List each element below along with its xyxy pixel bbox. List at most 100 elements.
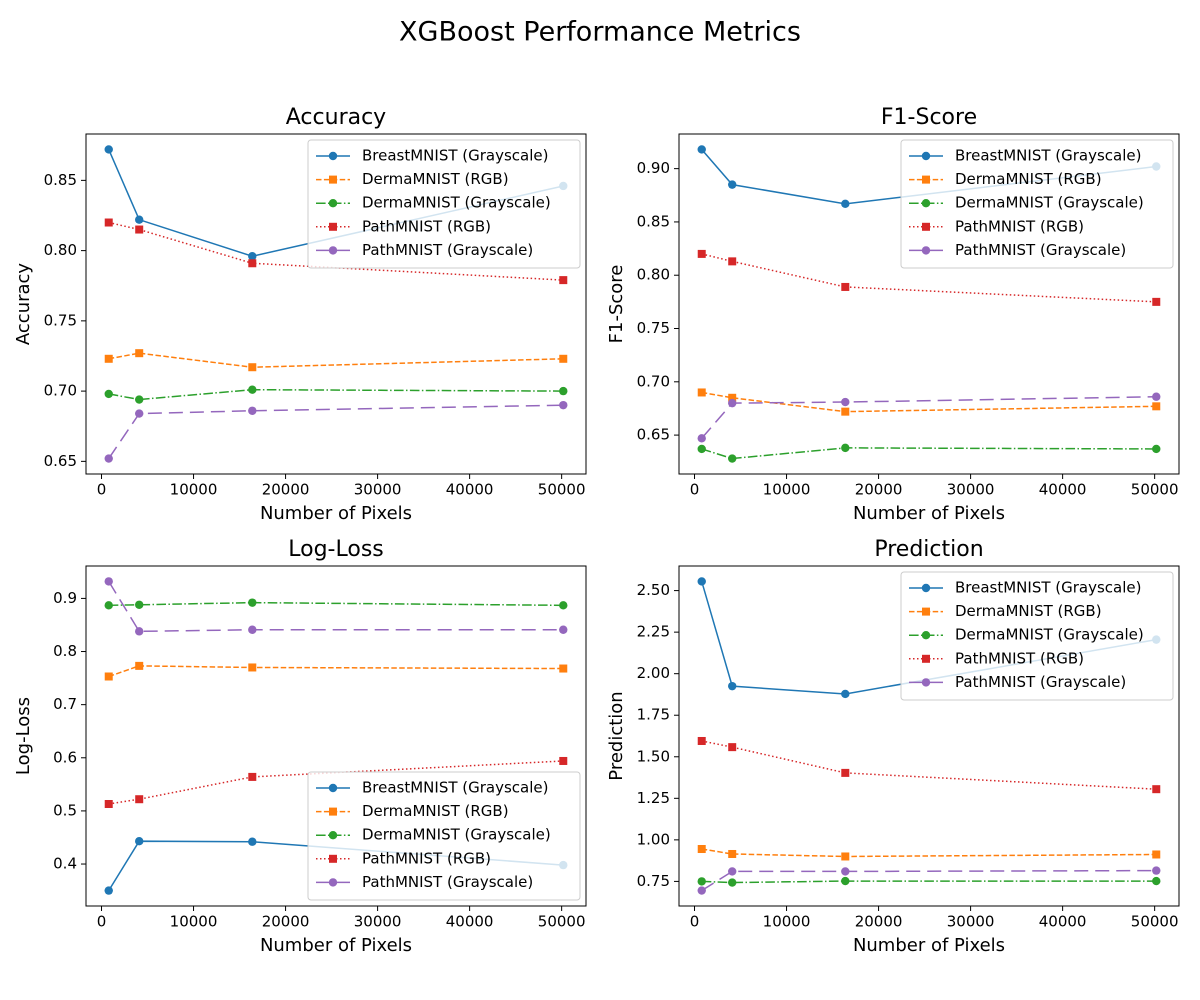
legend-label: BreastMNIST (Grayscale) bbox=[955, 147, 1142, 165]
marker bbox=[135, 836, 144, 846]
series-line bbox=[108, 221, 564, 281]
marker bbox=[328, 878, 338, 887]
marker bbox=[1152, 297, 1161, 306]
marker bbox=[841, 282, 850, 291]
series-line bbox=[701, 740, 1157, 790]
subplot-title: F1-Score bbox=[881, 105, 977, 130]
marker bbox=[135, 349, 144, 358]
subplot: Accuracy Number of Pixels Accuracy 0 10000 20… bbox=[13, 105, 587, 524]
x-tick-label: 0 bbox=[690, 481, 700, 499]
subplot: Prediction Number of Pixels Prediction 0 100… bbox=[606, 537, 1180, 956]
marker bbox=[329, 222, 337, 231]
marker bbox=[728, 867, 737, 876]
legend-label: PathMNIST (RGB) bbox=[362, 217, 491, 235]
marker bbox=[1152, 444, 1161, 454]
legend-label: DermaMNIST (RGB) bbox=[955, 170, 1102, 188]
x-tick-label: 50000 bbox=[1131, 913, 1179, 931]
x-tick-label: 30000 bbox=[354, 481, 402, 499]
legend-label: DermaMNIST (RGB) bbox=[955, 602, 1102, 620]
legend-label: PathMNIST (Grayscale) bbox=[955, 673, 1126, 691]
series-line bbox=[701, 395, 1157, 439]
y-tick-label: 0.9 bbox=[53, 589, 77, 607]
x-tick-label: 40000 bbox=[1039, 481, 1087, 499]
marker bbox=[104, 145, 113, 154]
x-tick-label: 30000 bbox=[947, 481, 995, 499]
marker bbox=[248, 259, 257, 268]
marker bbox=[328, 831, 338, 840]
marker bbox=[697, 388, 706, 397]
marker bbox=[728, 681, 737, 691]
legend-label: DermaMNIST (Grayscale) bbox=[362, 194, 551, 212]
marker bbox=[728, 454, 737, 463]
marker bbox=[104, 601, 113, 610]
series-line bbox=[701, 848, 1157, 858]
subplot-title: Prediction bbox=[874, 537, 983, 562]
legend: BreastMNIST (Grayscale) DermaMNIST (RGB) D… bbox=[900, 571, 1174, 701]
marker bbox=[841, 407, 850, 416]
marker bbox=[697, 736, 706, 745]
series-line bbox=[701, 869, 1157, 892]
legend-label: PathMNIST (RGB) bbox=[362, 849, 491, 867]
legend-box bbox=[900, 139, 1174, 269]
legend-label: DermaMNIST (RGB) bbox=[362, 802, 509, 820]
marker bbox=[559, 756, 568, 765]
marker bbox=[135, 795, 144, 804]
marker bbox=[697, 877, 706, 886]
y-tick-label: 1.00 bbox=[637, 830, 670, 848]
y-tick-label: 0.4 bbox=[53, 855, 77, 873]
series-line bbox=[108, 581, 564, 633]
series-line bbox=[108, 352, 564, 368]
x-axis-label: Number of Pixels bbox=[853, 935, 1005, 956]
legend: BreastMNIST (Grayscale) DermaMNIST (RGB) D… bbox=[307, 771, 581, 901]
y-tick-label: 0.70 bbox=[637, 372, 670, 390]
y-tick-label: 0.65 bbox=[44, 452, 77, 470]
marker bbox=[329, 854, 337, 863]
series-line bbox=[701, 391, 1157, 413]
x-tick-label: 40000 bbox=[446, 481, 494, 499]
marker bbox=[559, 386, 568, 396]
series-line bbox=[108, 665, 564, 678]
axes-frame bbox=[678, 565, 1180, 907]
marker bbox=[559, 354, 568, 363]
x-tick-label: 10000 bbox=[170, 481, 218, 499]
marker bbox=[559, 276, 568, 285]
marker bbox=[559, 625, 568, 634]
y-tick-label: 0.65 bbox=[637, 426, 670, 444]
legend-label: PathMNIST (Grayscale) bbox=[362, 873, 533, 891]
series-line bbox=[701, 253, 1157, 303]
y-tick-label: 1.50 bbox=[637, 747, 670, 765]
marker bbox=[697, 577, 706, 586]
y-tick-label: 0.80 bbox=[44, 241, 77, 259]
marker bbox=[922, 654, 930, 663]
y-tick-label: 1.25 bbox=[637, 789, 670, 807]
y-tick-label: 2.50 bbox=[637, 581, 670, 599]
y-tick-label: 0.85 bbox=[637, 212, 670, 230]
marker bbox=[728, 398, 737, 408]
marker bbox=[841, 852, 850, 861]
subplot-title: Log-Loss bbox=[288, 537, 384, 562]
marker bbox=[841, 199, 850, 209]
marker bbox=[104, 886, 113, 895]
y-tick-label: 0.85 bbox=[44, 171, 77, 189]
x-tick-label: 10000 bbox=[763, 481, 811, 499]
marker bbox=[697, 845, 706, 854]
marker bbox=[697, 249, 706, 258]
legend: BreastMNIST (Grayscale) DermaMNIST (RGB) D… bbox=[307, 139, 581, 269]
marker bbox=[921, 151, 931, 161]
x-axis-label: Number of Pixels bbox=[853, 503, 1005, 524]
marker bbox=[841, 867, 850, 876]
x-tick-label: 20000 bbox=[855, 913, 903, 931]
y-tick-label: 2.25 bbox=[637, 623, 670, 641]
marker bbox=[559, 400, 568, 410]
marker bbox=[559, 601, 568, 610]
x-axis-label: Number of Pixels bbox=[260, 935, 412, 956]
x-tick-label: 50000 bbox=[1131, 481, 1179, 499]
marker bbox=[135, 627, 144, 636]
marker bbox=[104, 354, 113, 363]
y-tick-label: 0.70 bbox=[44, 382, 77, 400]
y-tick-label: 0.90 bbox=[637, 159, 670, 177]
y-tick-label: 1.75 bbox=[637, 706, 670, 724]
marker bbox=[104, 389, 113, 399]
marker bbox=[728, 180, 737, 189]
